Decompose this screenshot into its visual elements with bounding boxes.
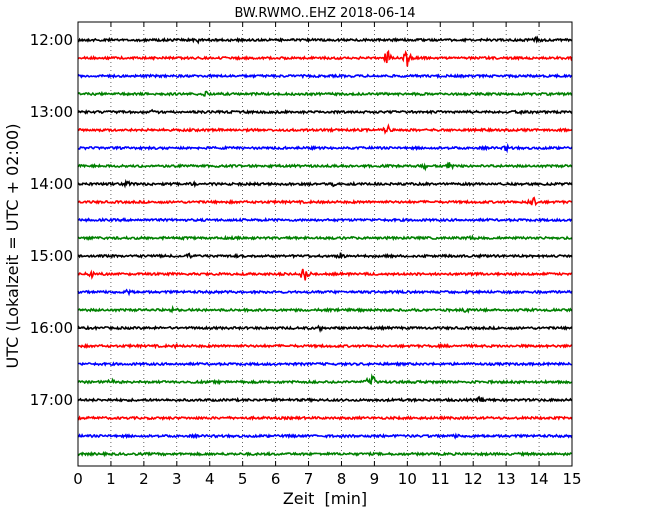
seismogram-trace <box>77 268 573 281</box>
x-tick-label: 8 <box>337 470 347 488</box>
seismogram-trace <box>77 161 573 172</box>
seismogram-trace <box>77 304 573 314</box>
seismogram-trace <box>77 108 573 116</box>
seismogram-trace <box>77 432 573 440</box>
seismogram-trace <box>77 178 573 189</box>
y-tick-label: 17:00 <box>30 391 73 409</box>
seismogram-trace <box>77 450 573 458</box>
seismogram-trace <box>77 123 573 135</box>
x-tick-label: 13 <box>497 470 516 488</box>
seismogram-trace <box>77 288 573 297</box>
y-axis-ticks: 12:00 13:00 14:00 15:00 16:00 17:00 <box>30 31 83 409</box>
x-axis-ticks: 0 1 2 3 4 5 6 7 8 9 10 11 12 13 14 15 <box>73 22 582 488</box>
seismogram-trace <box>77 252 573 260</box>
chart-title: BW.RWMO..EHZ 2018-06-14 <box>234 6 415 21</box>
x-tick-label: 14 <box>530 470 549 488</box>
seismogram-trace <box>77 361 573 367</box>
seismogram-trace <box>77 395 573 404</box>
seismogram-traces <box>77 35 573 458</box>
seismogram-trace <box>77 73 573 80</box>
x-tick-label: 11 <box>431 470 450 488</box>
x-tick-label: 7 <box>304 470 314 488</box>
x-tick-label: 1 <box>106 470 116 488</box>
x-tick-label: 3 <box>172 470 182 488</box>
seismogram-trace <box>77 90 573 97</box>
plot-frame <box>77 21 573 467</box>
x-tick-label: 9 <box>370 470 380 488</box>
x-tick-label: 0 <box>73 470 83 488</box>
seismogram-trace <box>77 234 573 242</box>
x-tick-label: 12 <box>464 470 483 488</box>
seismogram-trace <box>77 342 573 350</box>
x-tick-label: 10 <box>398 470 417 488</box>
seismogram-trace <box>77 216 573 223</box>
seismogram-trace <box>77 35 573 45</box>
y-axis-label: UTC (Lokalzeit = UTC + 02:00) <box>3 124 22 369</box>
seismogram-trace <box>77 414 573 421</box>
y-tick-label: 14:00 <box>30 175 73 193</box>
y-tick-label: 16:00 <box>30 319 73 337</box>
x-tick-label: 15 <box>562 470 581 488</box>
seismogram-trace <box>77 373 573 386</box>
seismogram-trace <box>77 142 573 154</box>
seismogram-trace <box>77 49 573 67</box>
x-tick-label: 6 <box>271 470 281 488</box>
x-tick-label: 2 <box>139 470 149 488</box>
x-tick-label: 5 <box>238 470 248 488</box>
y-tick-label: 15:00 <box>30 247 73 265</box>
x-tick-label: 4 <box>205 470 215 488</box>
y-tick-label: 13:00 <box>30 103 73 121</box>
seismogram-trace <box>77 324 573 333</box>
y-tick-label: 12:00 <box>30 31 73 49</box>
seismogram-trace <box>77 196 573 207</box>
x-axis-label: Zeit [min] <box>283 489 367 508</box>
